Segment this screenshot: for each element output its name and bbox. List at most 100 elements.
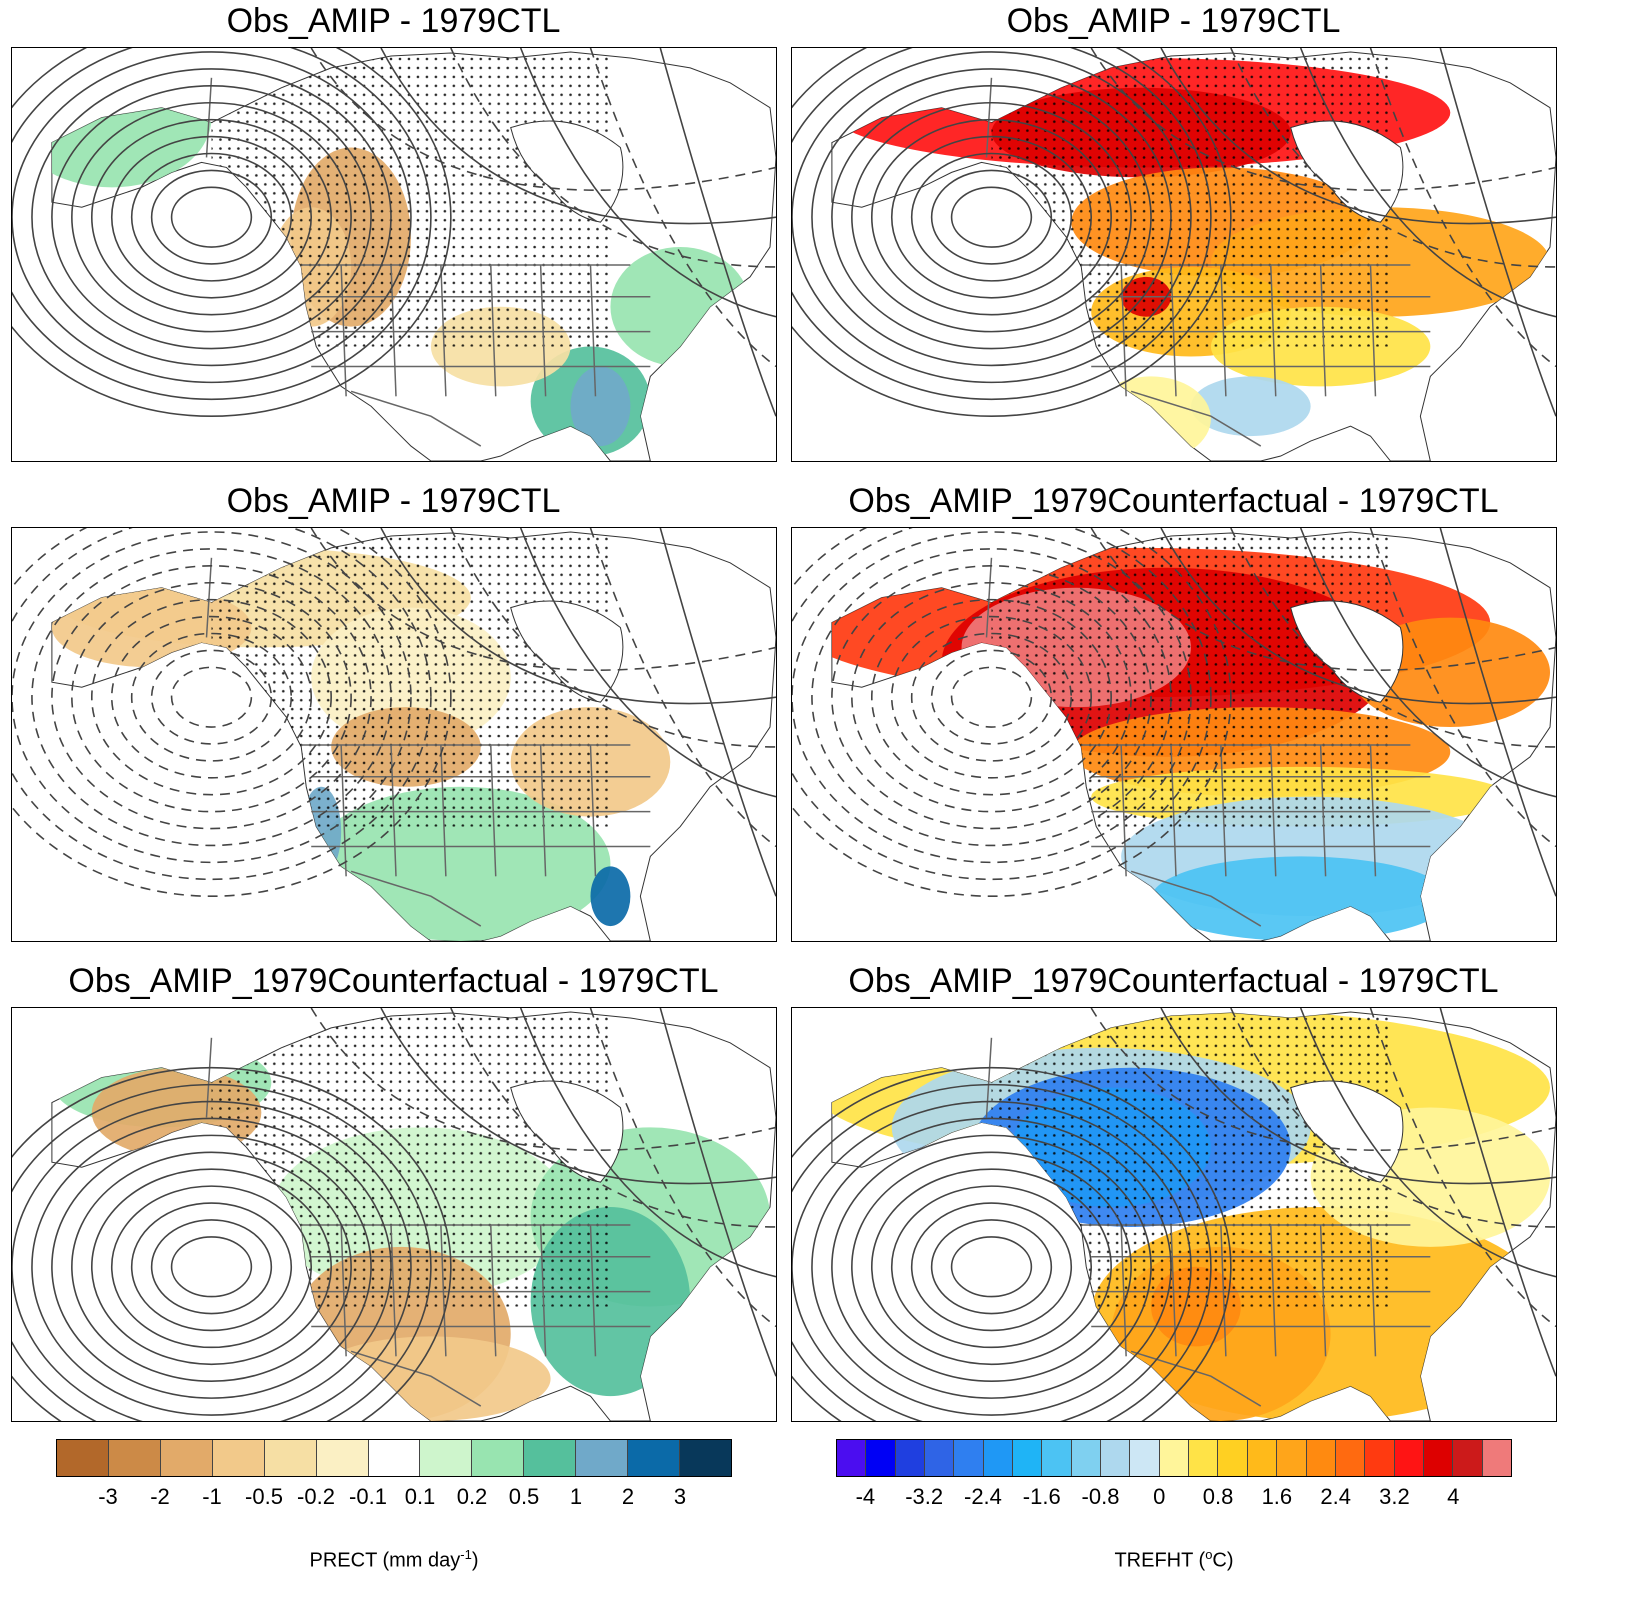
- temp-colorbar-swatch: [1482, 1440, 1511, 1476]
- state-border: [1319, 744, 1327, 877]
- temp-colorbar-swatch: [1189, 1440, 1219, 1476]
- shading-region: [51, 1011, 252, 1048]
- pressure-contour: [12, 531, 412, 864]
- pressure-contour: [792, 48, 1232, 417]
- temp-colorbar-swatch: [1042, 1440, 1072, 1476]
- precip-colorbar-swatch: [212, 1440, 265, 1476]
- pressure-contour: [130, 1202, 293, 1332]
- temp-colorbar-swatch: [1071, 1440, 1102, 1476]
- pressure-contour: [792, 51, 1192, 384]
- state-border: [340, 1224, 347, 1357]
- state-border: [589, 264, 597, 397]
- map-svg-6: [792, 1008, 1556, 1421]
- state-border: [539, 744, 547, 877]
- precip-tick-label: 3: [673, 1484, 687, 1509]
- pressure-contour: [792, 531, 1192, 864]
- temp-tick-label: 0.8: [1202, 1484, 1234, 1509]
- pressure-contour: [890, 615, 1093, 779]
- shading-region: [831, 1027, 852, 1068]
- pressure-contour: [659, 528, 776, 897]
- state-border: [440, 744, 447, 877]
- precip-colorbar-label: PRECT (mm day-1): [310, 1547, 479, 1573]
- pressure-contour: [12, 48, 432, 401]
- pressure-contour: [811, 1117, 1172, 1416]
- pressure-contour: [130, 152, 293, 282]
- pressure-contour: [31, 1117, 392, 1416]
- map-svg-5: [12, 1008, 776, 1421]
- state-border: [1369, 744, 1377, 877]
- pressure-contour: [1299, 528, 1556, 798]
- state-border: [539, 264, 547, 397]
- contour-group: [792, 1008, 1556, 1421]
- borders-group: [985, 1037, 1431, 1407]
- panel-title-1: Obs_AMIP - 1979CTL: [226, 2, 561, 40]
- pressure-contour: [851, 1151, 1132, 1382]
- state-border: [1220, 264, 1227, 397]
- pressure-contour: [831, 85, 1152, 350]
- pressure-contour: [90, 598, 332, 796]
- temp-colorbar-swatch: [866, 1440, 896, 1476]
- pressure-contour: [12, 1100, 412, 1421]
- pressure-contour: [519, 1008, 776, 1278]
- pressure-contour: [950, 186, 1033, 248]
- pressure-contour: [930, 169, 1053, 265]
- temp-colorbar-swatch: [1394, 1440, 1424, 1476]
- pressure-contour: [110, 135, 313, 299]
- pressure-contour: [51, 1134, 372, 1399]
- pressure-contour: [150, 169, 273, 265]
- precip-tick-label: -0.5: [245, 1484, 283, 1509]
- precip-label-main: PRECT (mm day: [309, 1549, 461, 1572]
- state-border: [1120, 1224, 1127, 1357]
- pressure-contour: [851, 101, 1132, 333]
- map-panel-2: [791, 47, 1557, 462]
- alaska-border: [985, 557, 993, 638]
- pressure-contour: [930, 1219, 1053, 1315]
- pressure-contour: [12, 1066, 452, 1421]
- state-border: [589, 1224, 597, 1357]
- panel-title-5: Obs_AMIP_1979Counterfactual - 1979CTL: [68, 962, 719, 1000]
- pressure-contour: [659, 48, 776, 417]
- pressure-contour: [1160, 1008, 1556, 1185]
- precip-tick-label: -1: [202, 1484, 222, 1509]
- pressure-contour: [71, 1151, 352, 1382]
- precip-tick-label: 1: [569, 1484, 583, 1509]
- temp-label-main: TREFHT (: [1114, 1549, 1206, 1572]
- pressure-contour: [1439, 528, 1556, 897]
- contour-group: [792, 528, 1556, 897]
- state-border: [539, 1224, 547, 1357]
- pressure-contour: [71, 101, 352, 333]
- pressure-contour: [150, 1219, 273, 1315]
- precip-tick-label: -0.1: [349, 1484, 387, 1509]
- pressure-contour: [1160, 48, 1556, 225]
- pressure-contour: [380, 1008, 776, 1185]
- pressure-contour: [910, 152, 1073, 282]
- pressure-contour: [811, 68, 1172, 367]
- us-mexico-border: [350, 870, 482, 927]
- pressure-contour: [1230, 1008, 1556, 1228]
- borders-group: [985, 77, 1431, 447]
- us-mexico-border: [1130, 1350, 1262, 1407]
- pressure-contour: [170, 1236, 253, 1298]
- state-border: [1369, 1224, 1377, 1357]
- precip-tick-label: -0.2: [297, 1484, 335, 1509]
- temp-tick-label: -2.4: [963, 1484, 1002, 1509]
- pressure-contour: [811, 548, 1172, 847]
- us-mexico-border: [1130, 390, 1262, 447]
- pressure-contour: [71, 581, 352, 813]
- shading-region: [1091, 376, 1211, 461]
- temp-colorbar-swatch: [1365, 1440, 1395, 1476]
- pressure-contour: [310, 48, 776, 191]
- state-border: [589, 744, 597, 877]
- pressure-contour: [950, 666, 1033, 728]
- pressure-contour: [659, 1008, 776, 1377]
- pressure-contour: [1230, 528, 1556, 748]
- pressure-contour: [792, 528, 1212, 881]
- shading-region: [311, 1336, 551, 1421]
- shading-group: [831, 51, 1551, 461]
- temp-colorbar-swatch: [1423, 1440, 1454, 1476]
- pressure-contour: [12, 1083, 432, 1421]
- pressure-contour: [950, 1236, 1033, 1298]
- borders-group: [205, 77, 651, 447]
- pressure-contour: [310, 528, 776, 671]
- precip-colorbar-swatch: [680, 1440, 731, 1476]
